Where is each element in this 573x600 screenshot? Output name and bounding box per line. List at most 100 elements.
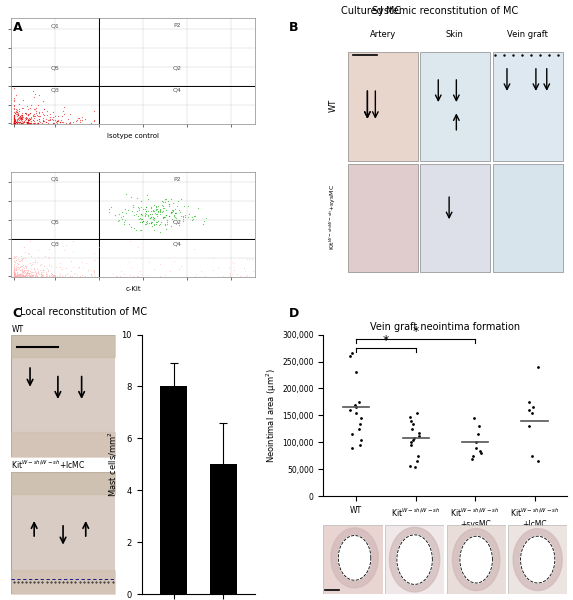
Point — [26, 268, 35, 278]
Point — [43, 252, 52, 262]
Point — [168, 215, 177, 224]
Point — [9, 101, 18, 111]
Point — [351, 368, 360, 377]
Point — [90, 255, 99, 265]
Point — [29, 92, 38, 102]
Point — [166, 221, 175, 231]
Point — [35, 265, 44, 275]
Point — [209, 265, 218, 275]
Text: Kit$^{W-sh/W-sh}$+sysMC: Kit$^{W-sh/W-sh}$+sysMC — [328, 184, 339, 250]
Point — [27, 118, 36, 127]
Point — [57, 116, 66, 125]
Point — [136, 253, 146, 263]
Point — [159, 212, 168, 221]
Point — [30, 268, 40, 277]
Point — [179, 202, 189, 211]
Point — [9, 261, 18, 271]
Point — [224, 263, 233, 273]
Point — [10, 270, 19, 280]
Point — [170, 211, 179, 221]
Point — [70, 268, 79, 278]
Point — [226, 268, 235, 277]
Point — [9, 118, 18, 128]
Point — [138, 217, 147, 226]
Point — [46, 110, 55, 119]
Point — [17, 113, 26, 123]
Point — [30, 271, 40, 280]
Point — [183, 212, 193, 221]
Point — [21, 271, 30, 281]
Text: P2: P2 — [174, 177, 181, 182]
Point — [15, 265, 25, 275]
Point — [159, 212, 168, 222]
Point — [49, 118, 58, 128]
Point — [15, 256, 24, 265]
Point — [75, 117, 84, 127]
Point — [190, 272, 199, 281]
Point — [42, 271, 51, 281]
Point — [26, 100, 35, 110]
Point — [49, 270, 58, 280]
Point — [144, 211, 153, 220]
Point — [474, 421, 484, 431]
Point — [63, 115, 72, 124]
Point — [23, 265, 32, 275]
Point — [20, 272, 29, 281]
Point — [104, 208, 113, 217]
Point — [9, 272, 18, 281]
Point — [21, 247, 30, 257]
Point — [27, 272, 36, 281]
Point — [53, 118, 62, 127]
Point — [33, 257, 42, 266]
Text: Vein graft: Vein graft — [507, 30, 548, 39]
Point — [69, 118, 78, 127]
Point — [48, 112, 57, 122]
Point — [148, 214, 157, 224]
Point — [12, 269, 21, 278]
Point — [12, 271, 21, 280]
Point — [143, 216, 152, 226]
Point — [17, 109, 26, 118]
Point — [22, 117, 31, 127]
Point — [136, 226, 146, 235]
Point — [22, 272, 32, 281]
Point — [26, 267, 35, 277]
Point — [9, 118, 18, 128]
Point — [136, 209, 146, 219]
Point — [134, 202, 143, 212]
Point — [30, 112, 40, 121]
Point — [17, 269, 26, 279]
Point — [33, 271, 42, 281]
Point — [15, 118, 25, 127]
Point — [9, 118, 18, 128]
Point — [36, 259, 45, 269]
Point — [74, 262, 83, 271]
Point — [175, 265, 184, 274]
Point — [19, 242, 28, 251]
Point — [152, 209, 161, 218]
Point — [121, 208, 131, 217]
Point — [160, 197, 170, 207]
Point — [149, 265, 158, 274]
Point — [62, 269, 71, 279]
Point — [21, 117, 30, 127]
Point — [21, 271, 30, 280]
Point — [161, 212, 170, 222]
Point — [153, 211, 162, 221]
Point — [27, 259, 36, 269]
Point — [10, 118, 19, 128]
Point — [14, 271, 23, 281]
Text: Q2: Q2 — [172, 219, 182, 224]
Point — [168, 216, 178, 226]
Point — [78, 112, 87, 122]
Point — [159, 203, 168, 212]
Point — [12, 270, 21, 280]
Point — [18, 112, 27, 122]
Point — [525, 405, 534, 415]
Point — [163, 219, 172, 229]
Point — [22, 118, 32, 128]
Point — [15, 270, 25, 280]
Point — [79, 262, 88, 272]
Point — [129, 224, 139, 233]
Point — [44, 244, 53, 253]
